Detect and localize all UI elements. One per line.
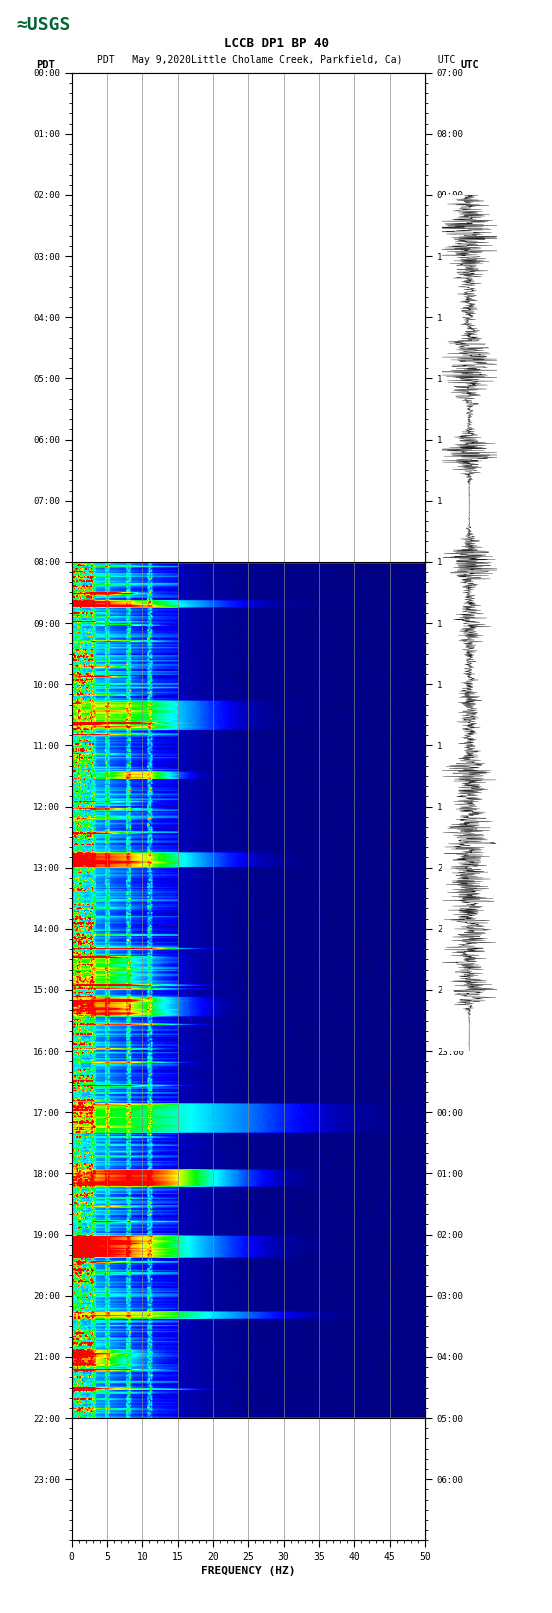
Text: LCCB DP1 BP 40: LCCB DP1 BP 40 bbox=[224, 37, 328, 50]
Text: ≈USGS: ≈USGS bbox=[17, 16, 71, 34]
Text: PDT   May 9,2020Little Cholame Creek, Parkfield, Ca)      UTC: PDT May 9,2020Little Cholame Creek, Park… bbox=[97, 55, 455, 65]
Text: UTC: UTC bbox=[460, 60, 479, 69]
Text: PDT: PDT bbox=[36, 60, 55, 69]
X-axis label: FREQUENCY (HZ): FREQUENCY (HZ) bbox=[201, 1566, 296, 1576]
